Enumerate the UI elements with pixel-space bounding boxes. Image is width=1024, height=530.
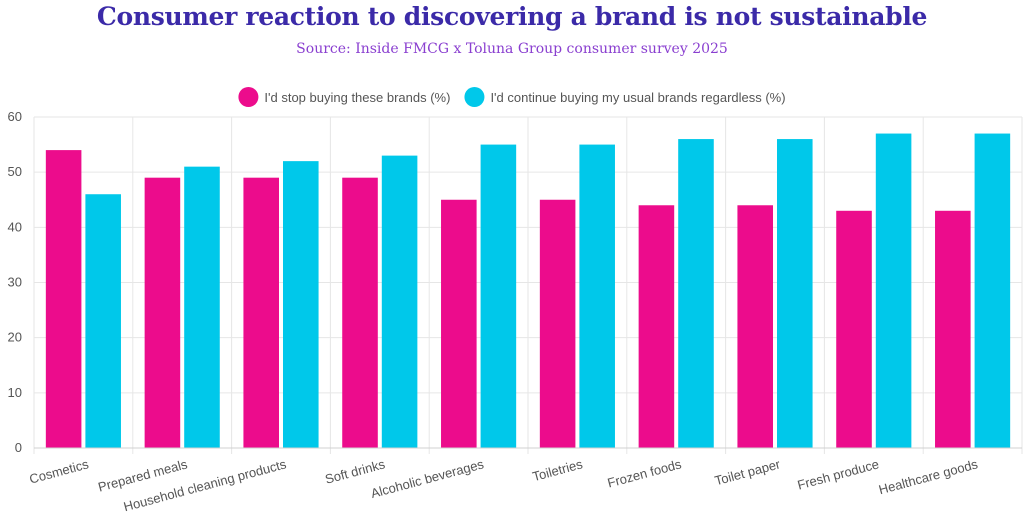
bar-continue-buying[interactable] — [579, 144, 615, 449]
bar-continue-buying[interactable] — [974, 133, 1011, 449]
y-tick-label: 20 — [8, 330, 22, 345]
chart-subtitle: Source: Inside FMCG x Toluna Group consu… — [296, 41, 728, 57]
y-tick-label: 30 — [8, 275, 22, 290]
y-tick-label: 50 — [8, 164, 22, 179]
legend-swatch-continue-buying — [464, 87, 485, 107]
legend-swatch-stop-buying — [238, 87, 259, 107]
x-tick-label: Toilet paper — [713, 456, 782, 488]
x-tick-label: Frozen foods — [606, 456, 684, 490]
bar-stop-buying[interactable] — [441, 199, 477, 448]
bar-stop-buying[interactable] — [539, 199, 576, 448]
bar-stop-buying[interactable] — [243, 177, 279, 448]
legend-item[interactable]: I'd continue buying my usual brands rega… — [464, 87, 786, 107]
bar-stop-buying[interactable] — [836, 210, 872, 448]
bar-continue-buying[interactable] — [381, 155, 418, 448]
bar-continue-buying[interactable] — [85, 194, 121, 448]
bar-continue-buying[interactable] — [777, 139, 813, 449]
bar-stop-buying[interactable] — [144, 177, 181, 448]
bar-continue-buying[interactable] — [875, 133, 912, 449]
legend-item[interactable]: I'd stop buying these brands (%) — [238, 87, 450, 107]
x-tick-label: Healthcare goods — [877, 456, 980, 497]
y-tick-label: 0 — [15, 440, 22, 455]
bar-stop-buying[interactable] — [342, 177, 378, 448]
legend-label: I'd stop buying these brands (%) — [264, 90, 450, 105]
chart-title: Consumer reaction to discovering a brand… — [96, 2, 928, 31]
x-tick-label: Cosmetics — [28, 456, 91, 486]
bar-continue-buying[interactable] — [678, 139, 714, 449]
bar-continue-buying[interactable] — [480, 144, 517, 449]
x-tick-label: Alcoholic beverages — [369, 456, 486, 501]
y-tick-label: 40 — [8, 219, 22, 234]
bar-continue-buying[interactable] — [184, 166, 220, 448]
bar-stop-buying[interactable] — [935, 210, 971, 448]
x-tick-label: Household cleaning products — [122, 456, 288, 514]
x-tick-label: Toiletries — [531, 456, 585, 484]
bar-continue-buying[interactable] — [283, 161, 319, 448]
bar-stop-buying[interactable] — [638, 205, 675, 448]
y-axis: 0 10 20 30 40 50 60 — [8, 109, 22, 455]
bars — [45, 133, 1011, 449]
x-tick-label: Fresh produce — [796, 456, 881, 492]
gridlines — [33, 116, 1023, 454]
y-tick-label: 10 — [8, 385, 22, 400]
x-tick-label: Soft drinks — [323, 456, 387, 487]
bar-stop-buying[interactable] — [737, 205, 773, 448]
legend: I'd stop buying these brands (%) I'd cont… — [238, 87, 786, 107]
y-tick-label: 60 — [8, 109, 22, 124]
legend-label: I'd continue buying my usual brands rega… — [490, 90, 785, 105]
bar-stop-buying[interactable] — [45, 150, 82, 448]
